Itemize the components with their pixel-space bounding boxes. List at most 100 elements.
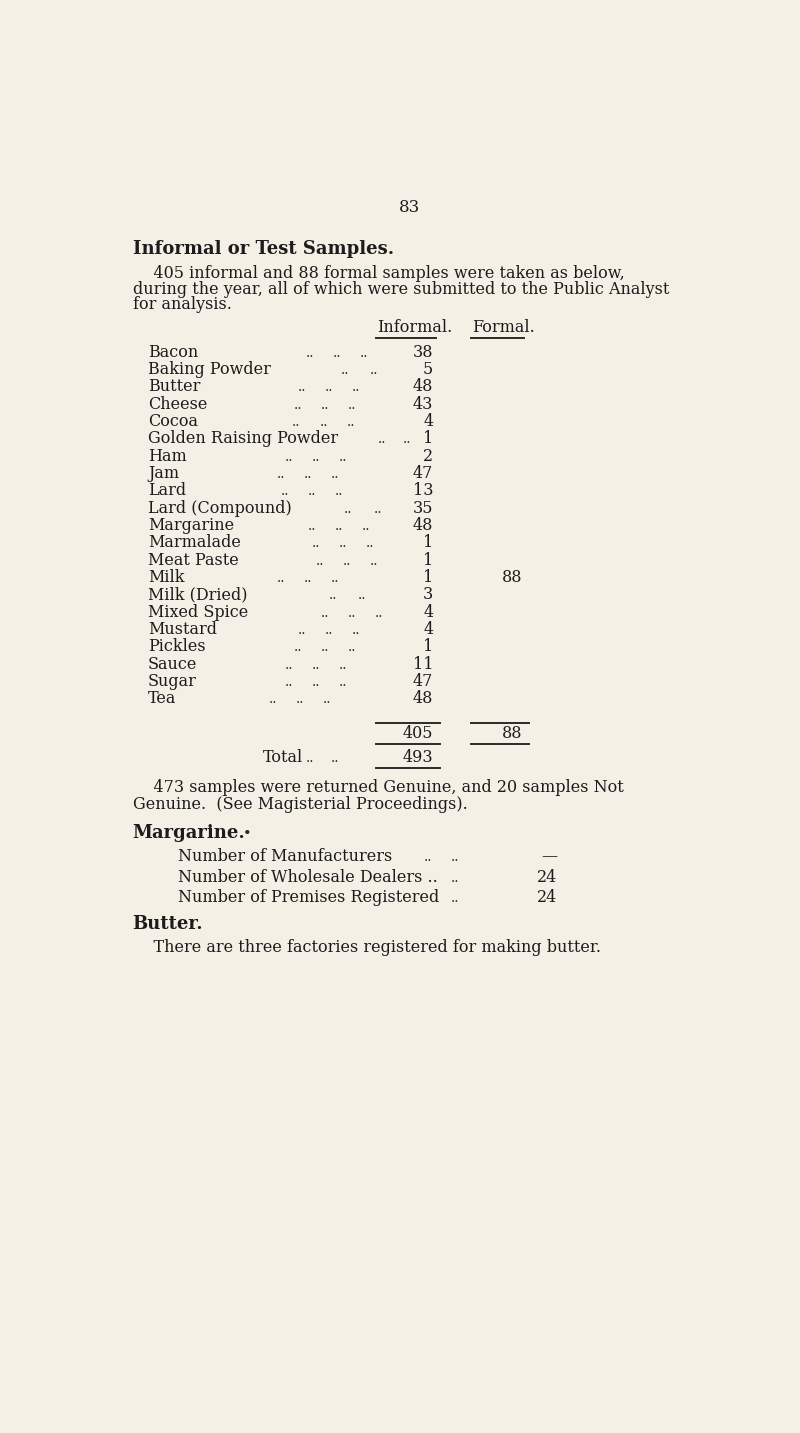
Text: 1: 1 bbox=[423, 638, 434, 655]
Text: Formal.: Formal. bbox=[472, 320, 534, 337]
Text: 13: 13 bbox=[413, 483, 434, 499]
Text: Genuine.  (See Magisterial Proceedings).: Genuine. (See Magisterial Proceedings). bbox=[133, 797, 467, 813]
Text: ..: .. bbox=[294, 641, 302, 655]
Text: ..: .. bbox=[277, 467, 286, 481]
Text: Informal or Test Samples.: Informal or Test Samples. bbox=[133, 241, 394, 258]
Text: ..: .. bbox=[292, 416, 301, 428]
Text: ..: .. bbox=[285, 675, 293, 689]
Text: Number of Wholesale Dealers ..: Number of Wholesale Dealers .. bbox=[178, 868, 438, 886]
Text: Butter: Butter bbox=[148, 378, 201, 396]
Text: ..: .. bbox=[306, 751, 314, 765]
Text: ..: .. bbox=[298, 623, 306, 636]
Text: ..: .. bbox=[321, 606, 330, 619]
Text: 473 samples were returned Genuine, and 20 samples Not: 473 samples were returned Genuine, and 2… bbox=[133, 780, 623, 797]
Text: ..: .. bbox=[352, 623, 360, 636]
Text: Number of Premises Registered: Number of Premises Registered bbox=[178, 888, 438, 906]
Text: ..: .. bbox=[346, 416, 355, 428]
Text: ..: .. bbox=[424, 851, 433, 864]
Text: ..: .. bbox=[296, 692, 305, 706]
Text: ..: .. bbox=[340, 363, 349, 377]
Text: 5: 5 bbox=[423, 361, 434, 378]
Text: ..: .. bbox=[362, 519, 370, 533]
Text: 493: 493 bbox=[402, 749, 434, 767]
Text: ..: .. bbox=[321, 398, 330, 411]
Text: ..: .. bbox=[331, 751, 339, 765]
Text: 47: 47 bbox=[413, 674, 434, 689]
Text: ..: .. bbox=[308, 519, 316, 533]
Text: Margarine: Margarine bbox=[148, 517, 234, 535]
Text: ..: .. bbox=[375, 606, 384, 619]
Text: Mixed Spice: Mixed Spice bbox=[148, 603, 248, 620]
Text: ..: .. bbox=[450, 890, 459, 904]
Text: ..: .. bbox=[344, 502, 353, 516]
Text: ..: .. bbox=[304, 570, 312, 585]
Text: 48: 48 bbox=[413, 517, 434, 535]
Text: ..: .. bbox=[335, 519, 343, 533]
Text: 1: 1 bbox=[423, 535, 434, 552]
Text: ..: .. bbox=[352, 380, 360, 394]
Text: ..: .. bbox=[348, 398, 357, 411]
Text: ..: .. bbox=[374, 502, 382, 516]
Text: 2: 2 bbox=[423, 447, 434, 464]
Text: 48: 48 bbox=[413, 691, 434, 708]
Text: Margarine.: Margarine. bbox=[133, 824, 246, 843]
Text: Lard (Compound): Lard (Compound) bbox=[148, 500, 292, 517]
Text: Sugar: Sugar bbox=[148, 674, 197, 689]
Text: Informal.: Informal. bbox=[378, 320, 453, 337]
Text: Butter.: Butter. bbox=[133, 916, 203, 933]
Text: ..: .. bbox=[360, 345, 368, 360]
Text: ..: .. bbox=[294, 398, 302, 411]
Text: Milk (Dried): Milk (Dried) bbox=[148, 586, 247, 603]
Text: Milk: Milk bbox=[148, 569, 185, 586]
Text: ..: .. bbox=[298, 380, 306, 394]
Text: Marmalade: Marmalade bbox=[148, 535, 241, 552]
Text: ..: .. bbox=[450, 851, 459, 864]
Text: ..: .. bbox=[311, 536, 320, 550]
Text: ..: .. bbox=[308, 484, 316, 499]
Text: ..: .. bbox=[315, 553, 324, 567]
Text: 11: 11 bbox=[413, 656, 434, 672]
Text: ..: .. bbox=[338, 675, 347, 689]
Text: 4: 4 bbox=[423, 413, 434, 430]
Text: There are three factories registered for making butter.: There are three factories registered for… bbox=[133, 940, 601, 956]
Text: Meat Paste: Meat Paste bbox=[148, 552, 239, 569]
Text: Number of Manufacturers: Number of Manufacturers bbox=[178, 848, 392, 866]
Text: ..: .. bbox=[319, 416, 328, 428]
Text: Mustard: Mustard bbox=[148, 620, 217, 638]
Text: ..: .. bbox=[321, 641, 330, 655]
Text: 48: 48 bbox=[413, 378, 434, 396]
Text: Tea: Tea bbox=[148, 691, 177, 708]
Text: ..: .. bbox=[304, 467, 312, 481]
Text: ..: .. bbox=[331, 467, 339, 481]
Text: ..: .. bbox=[331, 570, 339, 585]
Text: 83: 83 bbox=[399, 199, 421, 216]
Text: 47: 47 bbox=[413, 466, 434, 481]
Text: ..: .. bbox=[311, 675, 320, 689]
Text: ..: .. bbox=[378, 433, 386, 447]
Text: 1: 1 bbox=[423, 552, 434, 569]
Text: ..: .. bbox=[277, 570, 286, 585]
Text: ..: .. bbox=[366, 536, 374, 550]
Text: 24: 24 bbox=[537, 888, 558, 906]
Text: 88: 88 bbox=[502, 725, 522, 742]
Text: Sauce: Sauce bbox=[148, 656, 198, 672]
Text: ..: .. bbox=[323, 692, 332, 706]
Text: ..: .. bbox=[370, 363, 378, 377]
Text: 4: 4 bbox=[423, 620, 434, 638]
Text: Jam: Jam bbox=[148, 466, 179, 481]
Text: for analysis.: for analysis. bbox=[133, 297, 231, 312]
Text: ..: .. bbox=[338, 450, 347, 464]
Text: ..: .. bbox=[325, 623, 334, 636]
Text: 38: 38 bbox=[413, 344, 434, 361]
Text: 43: 43 bbox=[413, 396, 434, 413]
Text: Golden Raising Powder: Golden Raising Powder bbox=[148, 430, 338, 447]
Text: ..: .. bbox=[348, 606, 357, 619]
Text: Bacon: Bacon bbox=[148, 344, 198, 361]
Text: •: • bbox=[238, 827, 252, 841]
Text: ..: .. bbox=[325, 380, 334, 394]
Text: ..: .. bbox=[358, 589, 366, 602]
Text: Cocoa: Cocoa bbox=[148, 413, 198, 430]
Text: 24: 24 bbox=[537, 868, 558, 886]
Text: ..: .. bbox=[370, 553, 378, 567]
Text: ..: .. bbox=[402, 433, 410, 447]
